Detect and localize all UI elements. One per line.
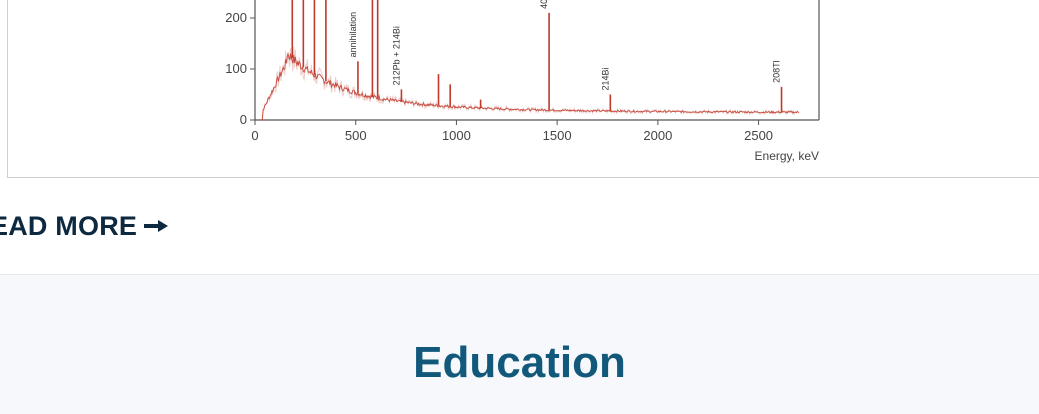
x-tick-label: 2500 [744,128,773,143]
x-tick-label: 1000 [442,128,471,143]
peak-label: 212Pb + 214Bi [391,26,401,85]
peak-label: 40K [539,0,549,9]
y-tick-label: 100 [225,61,247,76]
x-axis-title: Energy, keV [755,149,819,163]
arrow-right-icon [144,220,169,232]
gamma-spectrum-chart: 0 500 1000 1500 2000 2500 0 100 200 Energy, keV an… [225,0,820,163]
y-tick-label: 200 [225,10,247,25]
read-more-link[interactable]: EAD MORE [0,207,169,245]
x-tick-label: 0 [251,128,258,143]
x-tick-label: 500 [345,128,367,143]
x-tick-label: 2000 [643,128,672,143]
peak-label: annihilation [348,12,358,58]
education-section: Education [0,275,1039,414]
y-tick-label: 0 [240,112,247,127]
section-divider [0,274,1039,275]
read-more-label: EAD MORE [0,210,138,241]
spectrum-line [258,51,800,121]
peak-label: 208Tl [772,60,782,83]
x-tick-label: 1500 [543,128,572,143]
spectrum-figure: 0 500 1000 1500 2000 2500 0 100 200 Energy, keV an… [7,0,1039,178]
peak-label: 214Bi [600,67,610,90]
section-title: Education [413,338,626,387]
